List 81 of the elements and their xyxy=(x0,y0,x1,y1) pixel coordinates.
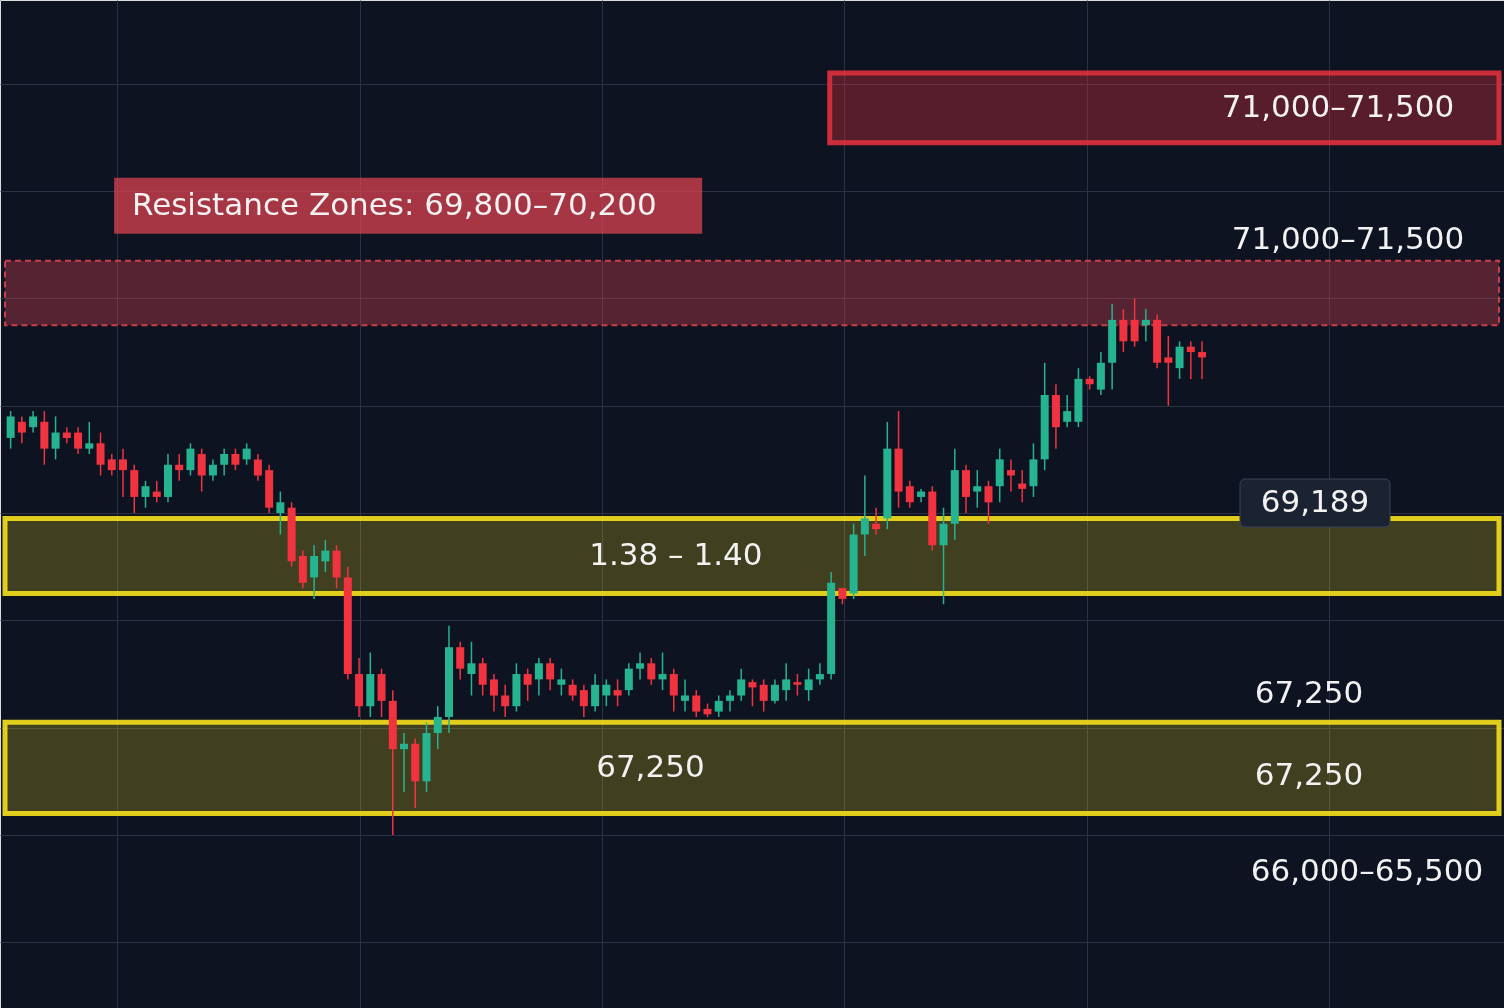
candlestick xyxy=(1141,308,1150,343)
candlestick xyxy=(568,678,577,702)
band-label: 1.38 – 1.40 xyxy=(589,535,763,572)
candlestick xyxy=(860,474,869,557)
band-label: 67,250 xyxy=(596,747,705,784)
candlestick xyxy=(501,684,510,718)
text: 67,250 xyxy=(1254,756,1364,792)
candlestick xyxy=(175,453,184,482)
candlestick xyxy=(74,426,83,455)
candlestick xyxy=(29,410,38,434)
candlestick xyxy=(804,667,813,702)
candlestick xyxy=(872,506,881,536)
candlestick xyxy=(658,651,667,691)
candlestick xyxy=(119,447,128,498)
text: 69,189 xyxy=(1260,483,1370,519)
candlestick xyxy=(152,480,161,504)
candlestick xyxy=(692,689,701,718)
candlestick xyxy=(1018,469,1027,504)
candlestick xyxy=(141,480,150,509)
candlestick xyxy=(17,415,26,445)
candlestick xyxy=(782,662,791,702)
text: 66,000–65,500 xyxy=(1250,852,1484,888)
candlestick xyxy=(310,544,319,600)
candlestick xyxy=(759,678,768,713)
candlestick xyxy=(973,469,982,509)
candlestick xyxy=(748,678,757,707)
candlestick xyxy=(647,657,656,686)
candlestick xyxy=(602,678,611,707)
candlestick xyxy=(939,506,948,606)
candlestick xyxy=(557,667,566,697)
candlestick xyxy=(186,442,195,477)
candlestick xyxy=(1119,308,1128,353)
candlestick xyxy=(523,667,532,702)
candlestick xyxy=(107,453,116,477)
band-label: 71,000–71,500 xyxy=(1221,87,1455,124)
candlestick xyxy=(220,447,229,477)
candlestick xyxy=(1130,297,1139,348)
candlestick xyxy=(1198,340,1207,380)
candlestick xyxy=(725,689,734,713)
candlestick xyxy=(905,480,914,509)
candlestick xyxy=(1006,458,1015,493)
candlestick xyxy=(624,662,633,697)
candlestick xyxy=(456,641,465,681)
band-label: Resistance Zones: 69,800–70,200 xyxy=(131,185,657,222)
candlestick xyxy=(467,641,476,697)
candlestick xyxy=(534,657,543,697)
candlestick xyxy=(208,458,217,482)
candlestick xyxy=(793,673,802,697)
candlestick xyxy=(478,657,487,697)
candlestick xyxy=(197,447,206,493)
candlestick xyxy=(546,657,555,691)
text: 71,000–71,500 xyxy=(1231,220,1465,256)
candlestick xyxy=(242,442,251,466)
candlestick xyxy=(770,678,779,705)
candlestick xyxy=(681,678,690,713)
candlestick xyxy=(489,673,498,713)
candlestick xyxy=(636,651,645,681)
text: 67,250 xyxy=(1254,674,1364,710)
candlestick xyxy=(579,684,588,718)
candlestick xyxy=(96,431,105,477)
candlestick xyxy=(321,539,330,573)
candlestick xyxy=(400,732,409,793)
candlestick xyxy=(62,426,71,445)
candlestick xyxy=(276,490,285,536)
candlestick xyxy=(1164,335,1173,407)
candlestick xyxy=(714,694,723,718)
candlestick xyxy=(669,667,678,713)
candlestick xyxy=(815,662,824,686)
candlestick xyxy=(6,410,15,450)
candlestick xyxy=(1186,340,1195,380)
candlestick xyxy=(433,705,442,750)
candlestick xyxy=(1175,340,1184,380)
candlestick xyxy=(253,453,262,482)
candlestick xyxy=(737,667,746,702)
candlestick xyxy=(1063,394,1072,428)
candlestick xyxy=(591,673,600,713)
candlestick xyxy=(51,415,60,461)
candlestick xyxy=(85,421,94,455)
candlestick xyxy=(984,480,993,525)
candlestick xyxy=(231,447,240,471)
candlestick xyxy=(613,678,622,707)
